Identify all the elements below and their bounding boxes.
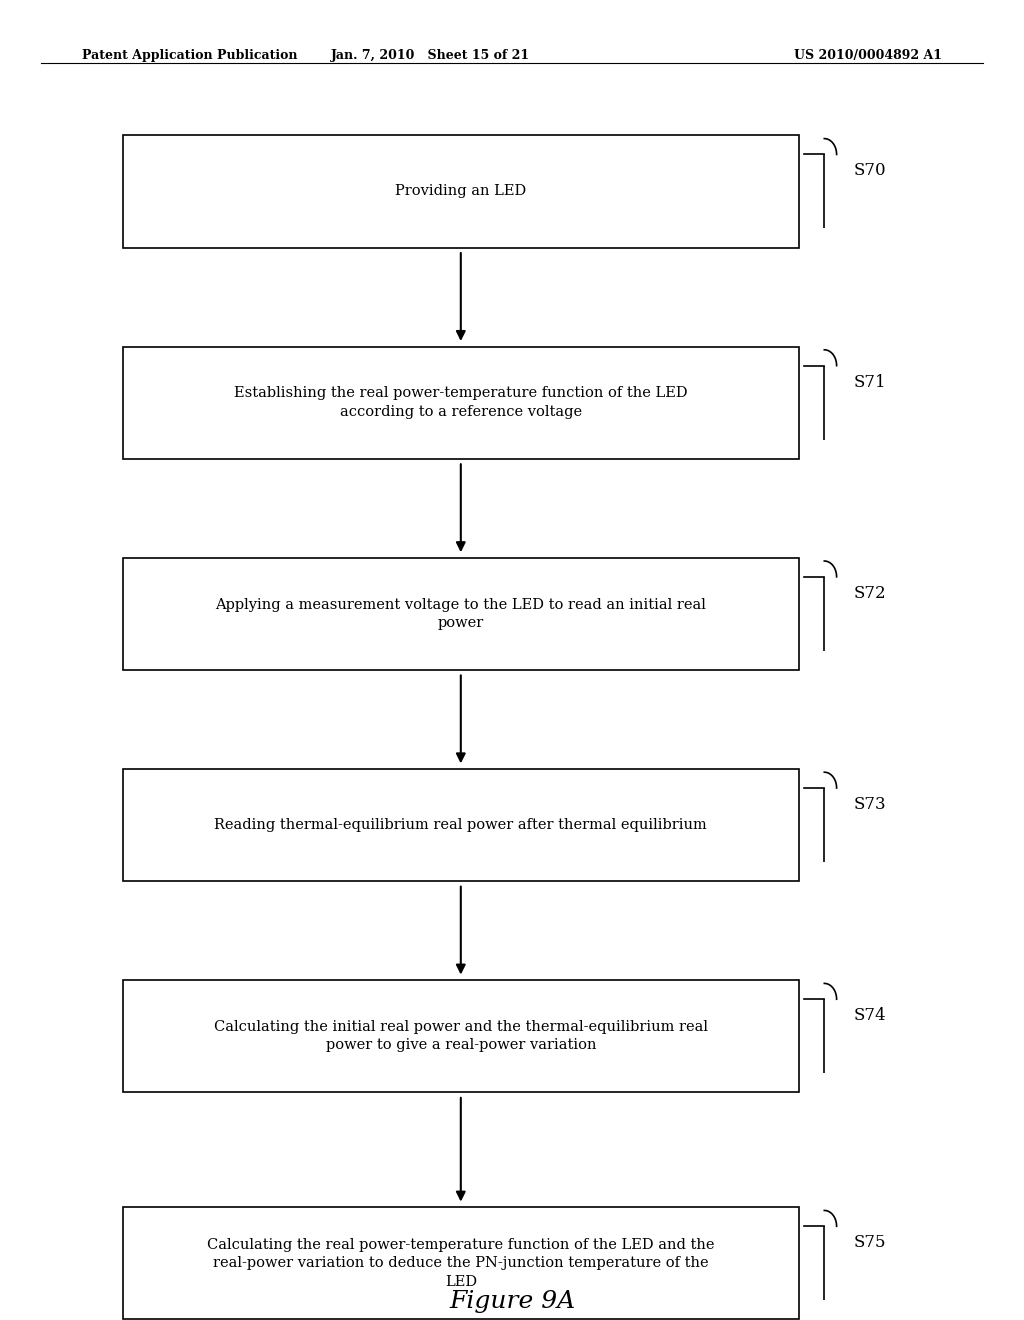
Text: S75: S75 (854, 1234, 887, 1251)
Text: Calculating the initial real power and the thermal-equilibrium real
power to giv: Calculating the initial real power and t… (214, 1020, 708, 1052)
Text: S72: S72 (854, 585, 887, 602)
Text: S73: S73 (854, 796, 887, 813)
Text: Figure 9A: Figure 9A (449, 1291, 575, 1313)
Text: S70: S70 (854, 162, 887, 180)
Bar (123, 768, 799, 882)
Bar (123, 1206, 799, 1320)
Text: Providing an LED: Providing an LED (395, 185, 526, 198)
Text: US 2010/0004892 A1: US 2010/0004892 A1 (794, 49, 942, 62)
Text: Reading thermal-equilibrium real power after thermal equilibrium: Reading thermal-equilibrium real power a… (214, 818, 708, 832)
Text: S71: S71 (854, 374, 887, 391)
Text: S74: S74 (854, 1007, 887, 1024)
Text: Applying a measurement voltage to the LED to read an initial real
power: Applying a measurement voltage to the LE… (215, 598, 707, 630)
Text: Patent Application Publication: Patent Application Publication (82, 49, 297, 62)
Text: Jan. 7, 2010   Sheet 15 of 21: Jan. 7, 2010 Sheet 15 of 21 (331, 49, 529, 62)
Text: Calculating the real power-temperature function of the LED and the
real-power va: Calculating the real power-temperature f… (207, 1238, 715, 1288)
Text: Establishing the real power-temperature function of the LED
according to a refer: Establishing the real power-temperature … (234, 387, 687, 418)
Bar (123, 979, 799, 1093)
Bar (123, 347, 799, 459)
Bar (123, 557, 799, 671)
Bar (123, 135, 799, 248)
